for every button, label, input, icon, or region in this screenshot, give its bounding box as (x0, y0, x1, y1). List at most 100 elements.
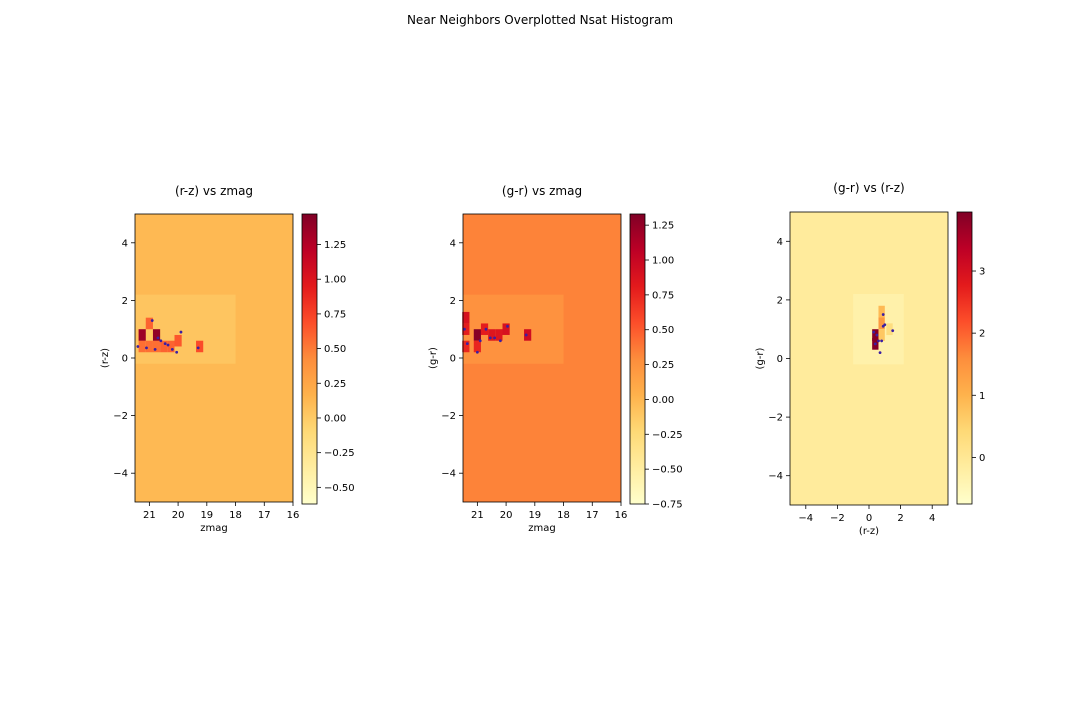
heatmap-halo (135, 294, 236, 364)
y-tick-label: −4 (768, 471, 783, 482)
figure-title: Near Neighbors Overplotted Nsat Histogra… (407, 13, 673, 27)
heatmap-cell (138, 340, 146, 353)
heatmap-cell (473, 329, 481, 341)
heatmap-cell (524, 329, 532, 341)
colorbar-tick-label: 0.50 (324, 344, 346, 355)
data-point (196, 346, 200, 350)
colorbar-tick-label: −0.50 (324, 483, 355, 494)
y-tick-label: 0 (122, 354, 128, 365)
data-point (878, 351, 882, 355)
data-point (498, 339, 502, 343)
colorbar-tick-label: 1.25 (652, 221, 674, 232)
y-tick-label: 4 (777, 237, 783, 248)
y-axis-label: (g-r) (428, 347, 439, 369)
x-tick-label: 21 (471, 510, 484, 521)
x-tick-label: 20 (500, 510, 513, 521)
colorbar-tick-label: 0.50 (652, 325, 674, 336)
panel-title: (g-r) vs (r-z) (833, 181, 904, 195)
y-tick-label: −2 (768, 413, 783, 424)
x-tick-label: 4 (929, 513, 935, 524)
heatmap-cell (167, 340, 175, 353)
heatmap-cell (152, 340, 161, 353)
heatmap-cell (480, 323, 489, 335)
x-tick-label: 19 (200, 510, 213, 521)
x-tick-label: 0 (866, 513, 872, 524)
data-point (484, 327, 488, 331)
heatmap-cell (462, 311, 470, 324)
colorbar-tick-label: −0.50 (652, 465, 683, 476)
x-tick-label: 20 (172, 510, 185, 521)
data-point (463, 327, 466, 331)
data-point (877, 339, 880, 343)
y-axis-label: (r-z) (100, 348, 111, 368)
y-tick-label: 2 (450, 296, 456, 307)
x-axis-label: zmag (200, 523, 227, 534)
data-point (145, 346, 148, 350)
data-point (170, 347, 174, 351)
data-point (524, 333, 528, 337)
heatmap-cell (488, 329, 496, 341)
data-point (136, 345, 140, 348)
colorbar-tick-label: 0.75 (652, 290, 674, 301)
x-tick-label: 21 (143, 510, 156, 521)
heatmap-cell (138, 329, 146, 341)
data-point (873, 342, 877, 346)
panel-1: (r-z) vs zmag 21 20 19 18 17 16 −4 −2 0 2 4 zmag (r-z… (100, 184, 355, 534)
panel-2: (g-r) vs zmag 21 20 19 18 17 16 −4 −2 0 2 4 zmag (g-r… (428, 184, 683, 534)
panel-title: (g-r) vs zmag (502, 184, 582, 198)
x-tick-label: 17 (258, 510, 271, 521)
colorbar-tick-label: 3 (979, 267, 985, 278)
data-point (159, 339, 163, 343)
y-tick-label: −4 (441, 469, 456, 480)
x-tick-label: 19 (528, 510, 541, 521)
colorbar-tick-label: 0.25 (652, 360, 674, 371)
data-point (506, 324, 509, 328)
data-point (475, 350, 479, 354)
heatmap-cell (462, 323, 470, 335)
x-axis-label: zmag (528, 523, 555, 534)
colorbar-tick-label: 0.75 (324, 309, 346, 320)
data-point (883, 323, 887, 327)
colorbar-tick-label: 1.25 (324, 240, 346, 251)
x-tick-label: 2 (897, 513, 903, 524)
colorbar-tick-label: 0.00 (324, 413, 346, 424)
y-tick-label: −4 (113, 469, 128, 480)
y-axis-label: (g-r) (755, 347, 766, 369)
colorbar-tick-label: 0.25 (324, 379, 346, 390)
x-tick-label: −4 (798, 513, 813, 524)
colorbar (956, 211, 973, 505)
x-axis-label: (r-z) (859, 526, 879, 537)
y-tick-label: 2 (777, 295, 783, 306)
heatmap-cell (473, 340, 481, 353)
x-tick-label: −2 (830, 513, 845, 524)
heatmap-cell (145, 317, 153, 330)
y-tick-label: 0 (450, 354, 456, 365)
y-tick-label: 4 (122, 238, 128, 249)
heatmap-cell (196, 340, 204, 353)
data-point (163, 342, 167, 345)
x-tick-label: 17 (586, 510, 599, 521)
colorbar (301, 213, 318, 505)
colorbar-tick-label: 1.00 (324, 275, 346, 286)
data-point (465, 342, 469, 345)
colorbar (629, 213, 646, 505)
colorbar-tick-label: −0.25 (652, 430, 683, 441)
heatmap-cell (502, 323, 510, 335)
data-point (872, 330, 876, 334)
heatmap-cell (886, 323, 893, 336)
data-point (880, 339, 884, 343)
y-tick-label: −2 (441, 411, 456, 422)
y-tick-label: −2 (113, 411, 128, 422)
heatmap-cell (174, 334, 182, 347)
data-point (153, 347, 157, 351)
colorbar-tick-label: −0.75 (652, 500, 683, 511)
heatmap-cell (878, 329, 885, 341)
colorbar-tick-label: 0 (979, 453, 985, 464)
colorbar-tick-label: −0.25 (324, 448, 355, 459)
heatmap-cell (878, 305, 885, 318)
y-tick-label: 4 (450, 238, 456, 249)
colorbar-tick-label: 1.00 (652, 256, 674, 267)
colorbar-tick-label: 0.00 (652, 395, 674, 406)
data-point (891, 329, 895, 333)
heatmap-cell (145, 340, 153, 353)
